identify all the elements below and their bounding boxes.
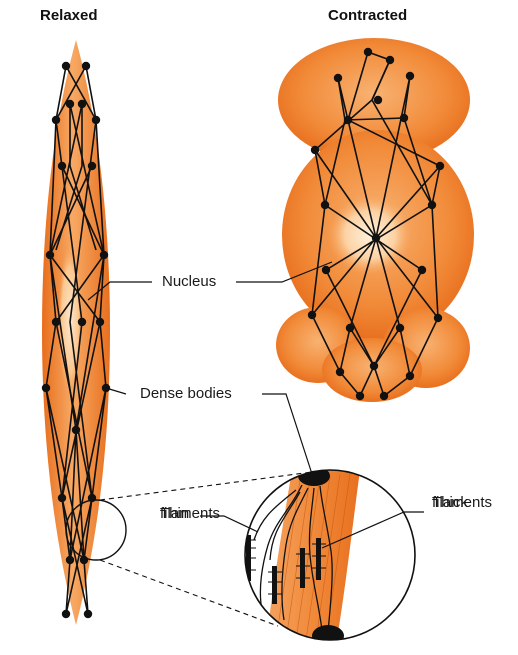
filament-leaders [200, 511, 424, 549]
relaxed-title: Relaxed [40, 7, 98, 24]
dense-bodies-leader-right [262, 393, 313, 475]
thick-filaments-label-line2: filaments [432, 494, 493, 511]
thick-filaments-leader [321, 511, 424, 549]
thin-filaments-label-line1: Thin [160, 505, 190, 522]
nucleus-label: Nucleus [162, 273, 217, 291]
contracted-title: Contracted [328, 7, 408, 24]
thin-filaments-label-line2: filaments [160, 505, 221, 522]
zoom-circle [244, 469, 416, 641]
nucleus-leader-left [87, 281, 152, 301]
zoom-guide-lower [99, 559, 279, 627]
magnifier-ring [65, 499, 127, 561]
thick-filaments-label-line1: Thick [432, 494, 468, 511]
dense-bodies-label: Dense bodies [140, 385, 232, 403]
nucleus-leader-right [236, 261, 333, 283]
dense-bodies-leader [105, 387, 127, 395]
zoom-dense-body-bottom [312, 625, 344, 640]
zoom-detail [245, 470, 415, 640]
zoom-dense-body-top [298, 470, 330, 486]
thin-filaments-leader [200, 515, 259, 533]
leader-lines [87, 261, 333, 475]
zoom-cell-body [266, 470, 360, 640]
contracted-dense-bodies [307, 47, 445, 401]
